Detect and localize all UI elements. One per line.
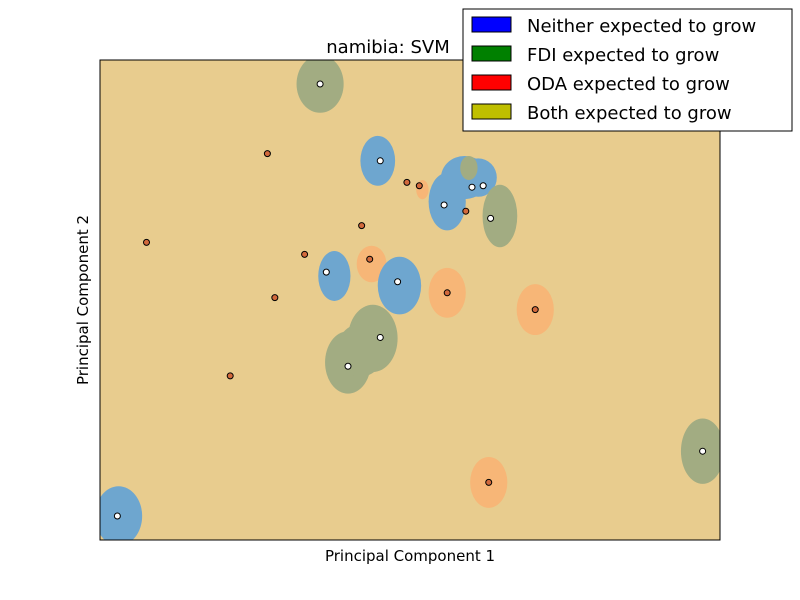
region-fdi-15 — [336, 324, 384, 377]
data-point-23 — [226, 372, 234, 380]
data-point-3 — [479, 182, 487, 190]
legend: Neither expected to grow FDI expected to… — [462, 8, 793, 132]
data-point-22 — [531, 306, 539, 314]
legend-label-both: Both expected to grow — [527, 103, 732, 124]
plot-frame — [99, 59, 721, 541]
region-fdi-6 — [482, 184, 518, 248]
y-axis-label: Principal Component 2 — [74, 215, 92, 385]
legend-label-fdi: FDI expected to grow — [527, 45, 719, 66]
data-point-7 — [394, 278, 402, 286]
data-point-4 — [440, 201, 448, 209]
data-point-0 — [316, 80, 324, 88]
data-point-15 — [462, 207, 470, 215]
data-point-6 — [322, 268, 330, 276]
data-points — [113, 80, 707, 520]
data-point-13 — [403, 178, 411, 186]
legend-swatch-both — [471, 103, 512, 120]
data-point-11 — [113, 512, 121, 520]
legend-swatch-neither — [471, 16, 512, 33]
legend-box — [462, 8, 793, 132]
data-point-8 — [376, 333, 384, 341]
chart-title: namibia: SVM — [326, 37, 450, 58]
data-point-5 — [487, 214, 495, 222]
data-point-18 — [301, 250, 309, 258]
legend-swatch-fdi — [471, 45, 512, 62]
legend-label-oda: ODA expected to grow — [527, 74, 730, 95]
region-neither-18 — [100, 486, 143, 540]
region-neither-10 — [377, 256, 422, 315]
data-point-20 — [271, 294, 279, 302]
data-point-16 — [358, 222, 366, 230]
data-point-21 — [443, 289, 451, 297]
region-neither-9 — [318, 251, 351, 301]
x-axis-label: Principal Component 1 — [325, 547, 495, 565]
data-point-19 — [366, 255, 374, 263]
data-point-9 — [344, 362, 352, 370]
data-point-10 — [699, 447, 707, 455]
legend-swatch-oda — [471, 74, 512, 91]
data-point-17 — [143, 238, 150, 246]
data-point-12 — [263, 150, 271, 158]
data-point-14 — [415, 182, 423, 190]
data-point-1 — [376, 157, 384, 165]
region-oda-8 — [356, 245, 387, 283]
data-point-2 — [468, 183, 476, 191]
decision-regions — [100, 60, 720, 540]
data-point-24 — [485, 478, 493, 486]
legend-label-neither: Neither expected to grow — [527, 16, 756, 37]
region-fdi-5 — [460, 156, 478, 180]
